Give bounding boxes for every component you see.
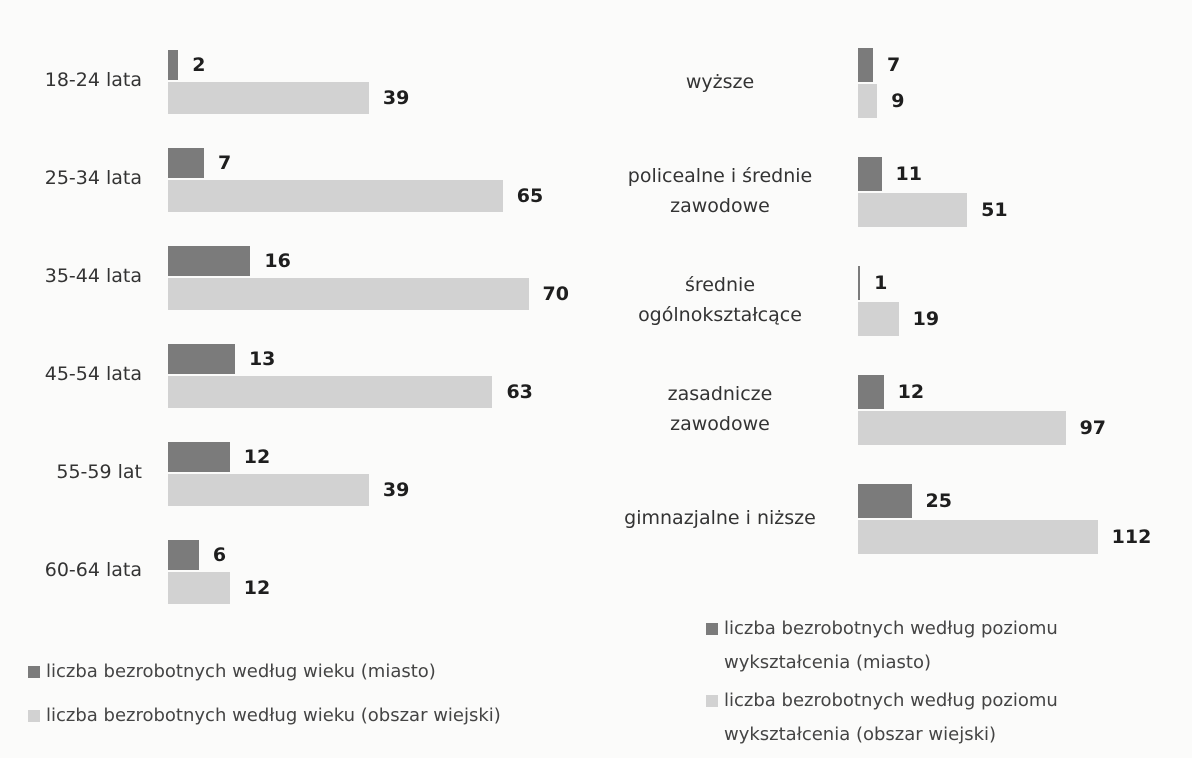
- bar: [168, 540, 199, 570]
- data-label: 51: [981, 199, 1008, 221]
- legend-swatch: [28, 666, 40, 678]
- bar: [168, 50, 179, 80]
- bar: [168, 572, 230, 604]
- data-label: 25: [925, 490, 952, 512]
- category-label: 35-44 lata: [44, 265, 142, 287]
- category-label: policealne i średnie zawodowe: [627, 165, 813, 217]
- category-label: średnie ogólnokształcące: [638, 274, 802, 326]
- bar: [858, 484, 912, 518]
- data-label: 63: [506, 381, 533, 403]
- data-label: 11: [895, 163, 922, 185]
- bar: [858, 157, 882, 191]
- data-label: 6: [212, 544, 227, 566]
- data-label: 39: [382, 479, 410, 501]
- bar: [858, 411, 1066, 445]
- bar: [858, 84, 878, 118]
- category-label: 25-34 lata: [44, 167, 142, 189]
- bar: [168, 82, 369, 114]
- legend-swatch: [706, 623, 718, 635]
- bar: [168, 278, 529, 310]
- legend-label: liczba bezrobotnych według poziomu wyksz…: [724, 690, 1058, 745]
- bar: [858, 266, 861, 300]
- category-label: 60-64 lata: [44, 559, 142, 581]
- legend-swatch: [28, 710, 40, 722]
- bar: [168, 376, 493, 408]
- data-label: 7: [886, 54, 901, 76]
- bar: [858, 193, 968, 227]
- data-label: 7: [218, 152, 232, 174]
- category-label: 55-59 lat: [56, 461, 142, 483]
- data-label: 16: [264, 250, 291, 272]
- bar: [858, 302, 899, 336]
- bar: [168, 442, 230, 472]
- bar: [168, 474, 369, 506]
- data-label: 65: [516, 185, 544, 207]
- data-label: 97: [1079, 417, 1107, 439]
- data-label: 2: [192, 54, 206, 76]
- bar: [858, 520, 1098, 554]
- data-label: 39: [382, 87, 410, 109]
- data-label: 1: [874, 272, 888, 294]
- category-label: zasadnicze zawodowe: [667, 383, 773, 435]
- bar: [168, 180, 503, 212]
- data-label: 112: [1111, 526, 1152, 548]
- legend-label: liczba bezrobotnych według poziomu wyksz…: [724, 618, 1058, 673]
- data-label: 12: [243, 577, 271, 599]
- category-label: gimnazjalne i niższe: [624, 507, 816, 529]
- data-label: 19: [912, 308, 940, 330]
- bar: [168, 344, 235, 374]
- data-label: 12: [243, 446, 271, 468]
- category-label: 18-24 lata: [44, 69, 142, 91]
- bar: [858, 375, 884, 409]
- data-label: 12: [897, 381, 925, 403]
- category-label: 45-54 lata: [44, 363, 142, 385]
- bar: [858, 48, 873, 82]
- legend-swatch: [706, 695, 718, 707]
- legend-label: liczba bezrobotnych według wieku (obszar…: [46, 705, 501, 726]
- data-label: 9: [891, 90, 905, 112]
- data-label: 13: [248, 348, 276, 370]
- bar: [168, 246, 251, 276]
- bar: [168, 148, 205, 178]
- data-label: 70: [542, 283, 569, 305]
- legend-label: liczba bezrobotnych według wieku (miasto…: [46, 661, 436, 682]
- category-label: wyższe: [685, 71, 755, 93]
